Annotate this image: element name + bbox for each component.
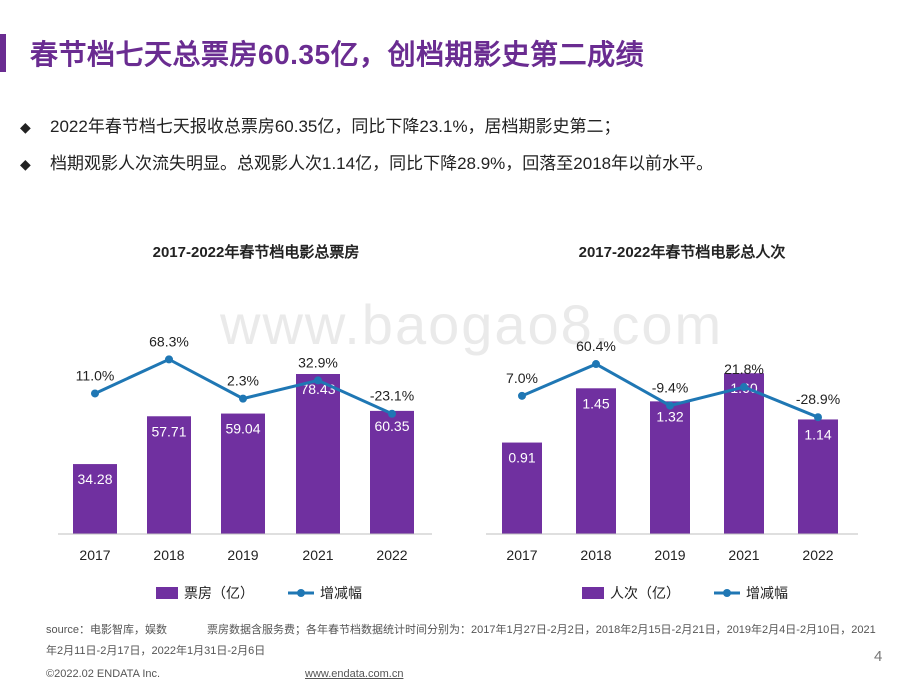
bar-2017: [73, 464, 117, 534]
growth-value-label: -9.4%: [652, 380, 689, 396]
bar-value-label: 59.04: [225, 421, 260, 437]
bar-2022: [370, 410, 414, 534]
footer-copyright: ©2022.02 ENDATA Inc.: [46, 668, 161, 680]
x-tick-label: 2022: [802, 547, 833, 563]
bar-value-label: 34.28: [77, 471, 112, 487]
growth-point-2017: [91, 389, 99, 398]
bar-2019: [650, 401, 690, 534]
page-title: 春节档七天总票房60.35亿，创档期影史第二成绩: [30, 39, 645, 70]
x-tick-label: 2018: [153, 547, 184, 563]
source-note: source：电影智库，娱数 票房数据含服务费；各年春节档数据统计时间分别为：20…: [46, 620, 886, 662]
bar-2018: [576, 388, 616, 534]
x-tick-label: 2021: [728, 547, 759, 563]
growth-point-2022: [814, 413, 822, 422]
bar-2021: [296, 374, 340, 534]
legend-bar-label: 票房（亿）: [184, 585, 254, 601]
growth-value-label: 7.0%: [506, 370, 538, 386]
bar-2021: [724, 373, 764, 534]
chart-title: 2017-2022年春节档电影总票房: [153, 243, 360, 261]
growth-value-label: 32.9%: [298, 354, 338, 370]
growth-value-label: -23.1%: [370, 388, 414, 404]
bar-value-label: 1.45: [582, 395, 609, 411]
legend-line-marker: [723, 589, 731, 597]
diamond-bullet-icon: ◆: [20, 119, 31, 135]
bar-value-label: 1.32: [656, 408, 683, 424]
bar-2017: [502, 442, 542, 534]
x-tick-label: 2017: [506, 547, 537, 563]
x-tick-label: 2019: [654, 547, 685, 563]
bar-value-label: 60.35: [374, 418, 409, 434]
legend-bar-swatch: [156, 587, 178, 599]
source-detail: 票房数据含服务费；各年春节档数据统计时间分别为：2017年1月27日-2月2日，…: [46, 624, 876, 657]
growth-value-label: 11.0%: [76, 367, 115, 383]
diamond-bullet-icon: ◆: [20, 156, 31, 172]
growth-value-label: 68.3%: [149, 333, 189, 349]
bullet-text-2: 档期观影人次流失明显。总观影人次1.14亿，同比下降28.9%，回落至2018年…: [50, 154, 714, 173]
growth-point-2022: [388, 409, 396, 418]
bar-value-label: 57.71: [151, 423, 186, 439]
growth-value-label: 60.4%: [576, 338, 616, 354]
growth-point-2021: [314, 376, 322, 385]
footer-link[interactable]: www.endata.com.cn: [305, 668, 404, 680]
x-tick-label: 2019: [227, 547, 258, 563]
growth-value-label: 21.8%: [724, 361, 764, 377]
title-accent-bar: [0, 34, 6, 72]
bullet-item-1: ◆ 2022年春节档七天报收总票房60.35亿，同比下降23.1%，居档期影史第二…: [20, 112, 621, 137]
bullet-text-1: 2022年春节档七天报收总票房60.35亿，同比下降23.1%，居档期影史第二；: [50, 117, 621, 136]
growth-point-2018: [592, 360, 600, 369]
growth-point-2019: [239, 394, 247, 403]
growth-point-2017: [518, 391, 526, 400]
source-label: source：电影智库，娱数: [46, 624, 168, 636]
growth-point-2019: [666, 401, 674, 410]
bar-value-label: 0.91: [508, 450, 535, 466]
x-tick-label: 2022: [376, 547, 407, 563]
growth-value-label: 2.3%: [227, 373, 259, 389]
growth-value-label: -28.9%: [796, 391, 840, 407]
page-number: 4: [874, 648, 883, 665]
bar-2022: [798, 419, 838, 534]
legend-bar-label: 人次（亿）: [610, 585, 680, 601]
bullet-item-2: ◆ 档期观影人次流失明显。总观影人次1.14亿，同比下降28.9%，回落至2018…: [20, 149, 713, 174]
bar-2018: [147, 416, 191, 534]
x-tick-label: 2018: [580, 547, 611, 563]
legend-line-marker: [297, 589, 305, 597]
legend-bar-swatch: [582, 587, 604, 599]
legend-line-label: 增减幅: [320, 585, 362, 601]
bar-value-label: 1.14: [804, 426, 831, 442]
bar-2019: [221, 413, 265, 534]
growth-point-2021: [740, 383, 748, 392]
growth-point-2018: [165, 355, 173, 364]
chart-title: 2017-2022年春节档电影总人次: [579, 243, 786, 261]
x-tick-label: 2017: [79, 547, 110, 563]
legend-line-label: 增减幅: [746, 585, 788, 601]
x-tick-label: 2021: [302, 547, 333, 563]
